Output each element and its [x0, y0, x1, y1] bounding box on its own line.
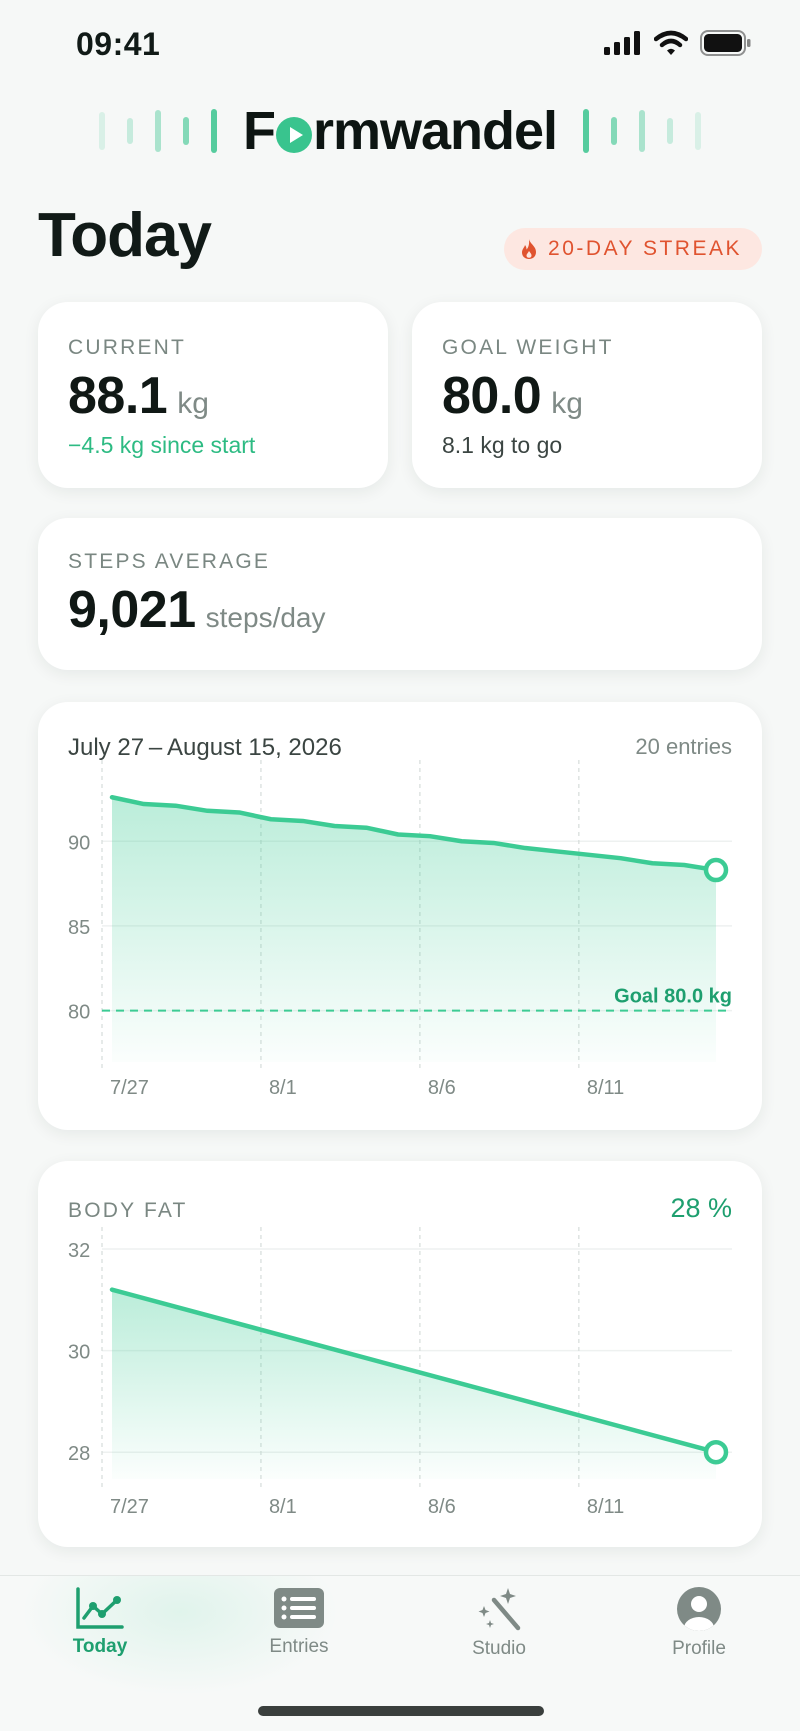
x-tick-label: 8/11: [587, 1496, 624, 1518]
goal-value: 80.0 kg: [442, 366, 583, 426]
profile-icon: [677, 1587, 721, 1631]
x-tick-label: 8/6: [428, 1077, 456, 1099]
y-tick-label: 85: [68, 917, 90, 939]
current-unit: kg: [177, 387, 209, 420]
status-time: 09:41: [76, 26, 161, 62]
streak-label: 20-DAY STREAK: [548, 237, 742, 260]
steps-value: 9,021 steps/day: [68, 580, 326, 640]
current-value: 88.1 kg: [68, 366, 209, 426]
home-indicator: [258, 1706, 544, 1716]
goal-number: 80.0: [442, 367, 542, 425]
tab-studio-label: Studio: [472, 1638, 526, 1659]
y-tick-label: 90: [68, 832, 90, 854]
steps-unit: steps/day: [205, 602, 326, 633]
tab-entries[interactable]: Entries: [229, 1586, 369, 1696]
body-fat-value: 28 %: [670, 1193, 732, 1223]
magic-wand-icon: [478, 1588, 521, 1631]
weight-chart: 90 85 80 7/27 8/1 8/6 8/11 Goal 80.0 kg: [68, 760, 732, 1099]
goal-weight-card[interactable]: GOAL WEIGHT 80.0 kg 8.1 kg to go: [412, 302, 762, 488]
weight-entry-count: 20 entries: [635, 734, 732, 759]
weight-chart-card[interactable]: July 27 – August 15, 2026 20 entries 90 8…: [38, 702, 762, 1130]
x-tick-label: 8/11: [587, 1077, 624, 1099]
x-tick-label: 8/6: [428, 1496, 456, 1518]
tab-entries-label: Entries: [269, 1636, 329, 1657]
chart-line-icon: [76, 1587, 124, 1629]
goal-label: Goal 80.0 kg: [614, 986, 732, 1008]
current-number: 88.1: [68, 367, 168, 425]
flame-icon: [522, 239, 537, 259]
steps-number: 9,021: [68, 581, 196, 639]
current-weight-card[interactable]: CURRENT 88.1 kg −4.5 kg since start: [38, 302, 388, 488]
streak-badge: 20-DAY STREAK: [504, 228, 762, 270]
wifi-icon: [654, 30, 688, 55]
tab-today-label: Today: [72, 1636, 128, 1657]
y-tick-label: 32: [68, 1240, 90, 1262]
current-label: CURRENT: [68, 336, 187, 359]
steps-label: STEPS AVERAGE: [68, 550, 271, 573]
battery-icon: [700, 30, 751, 56]
goal-label: GOAL WEIGHT: [442, 336, 614, 359]
body-fat-label: BODY FAT: [68, 1199, 188, 1222]
x-tick-label: 8/1: [269, 1496, 297, 1518]
tab-bar: Today Entries Studio Profile: [0, 1575, 800, 1731]
list-icon: [274, 1588, 324, 1628]
body-fat-chart: 32 30 28 7/27 8/1 8/6 8/11: [68, 1227, 732, 1518]
logo-wave-left: [98, 109, 217, 153]
current-delta: −4.5 kg since start: [68, 432, 256, 458]
x-tick-label: 7/27: [110, 1496, 149, 1518]
cellular-signal-icon: [604, 31, 640, 55]
series-line: [109, 1287, 719, 1455]
tab-profile[interactable]: Profile: [629, 1586, 769, 1696]
app-name-suffix: rmwandel: [312, 101, 558, 161]
latest-point-marker[interactable]: [703, 857, 729, 883]
play-icon: [275, 117, 312, 153]
area-fill: [112, 797, 716, 1062]
weight-date-range: July 27 – August 15, 2026: [68, 734, 342, 761]
steps-card[interactable]: STEPS AVERAGE 9,021 steps/day: [38, 518, 762, 670]
y-tick-label: 30: [68, 1342, 90, 1364]
body-fat-card[interactable]: BODY FAT 28 % 32 30 28 7/27 8/1 8/6 8/11: [38, 1161, 762, 1547]
status-bar: 09:41: [0, 0, 800, 90]
latest-point-marker[interactable]: [703, 1439, 729, 1465]
x-tick-label: 8/1: [269, 1077, 297, 1099]
page-title: Today: [38, 201, 212, 270]
area-fill: [112, 1289, 716, 1479]
y-tick-label: 28: [68, 1443, 90, 1465]
goal-remaining: 8.1 kg to go: [442, 432, 563, 458]
x-tick-label: 7/27: [110, 1077, 149, 1099]
logo-wave-right: [583, 109, 702, 153]
goal-unit: kg: [551, 387, 583, 420]
series-line: [109, 794, 719, 873]
status-icons: [604, 30, 752, 56]
y-tick-label: 80: [68, 1002, 90, 1024]
tab-profile-label: Profile: [672, 1638, 726, 1659]
tab-today[interactable]: Today: [30, 1586, 170, 1696]
tab-studio[interactable]: Studio: [429, 1586, 569, 1696]
app-name-prefix: F: [242, 101, 276, 161]
